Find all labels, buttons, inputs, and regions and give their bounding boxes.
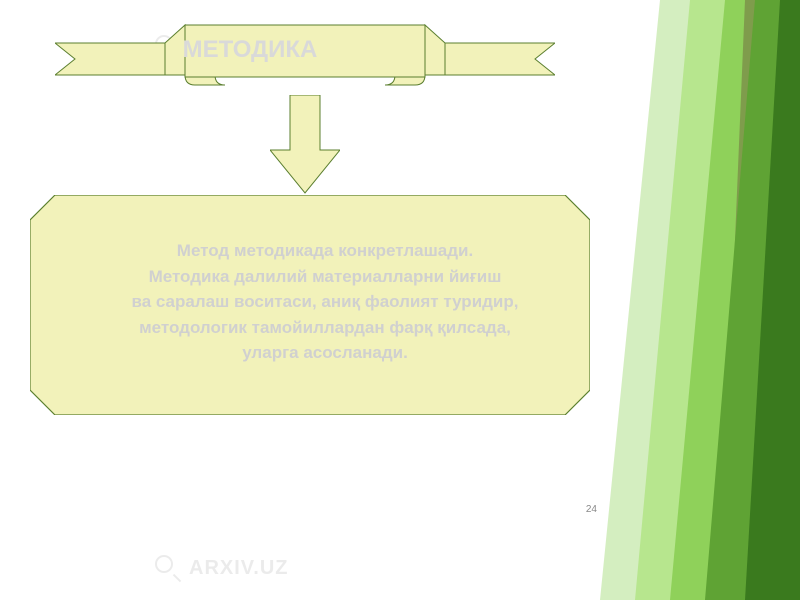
deco-poly-4	[720, 0, 800, 600]
content-line: уларга асосланади.	[25, 340, 625, 366]
content-text: Метод методикада конкретлашади. Методика…	[25, 238, 625, 366]
arrow-down-icon	[270, 95, 340, 195]
search-icon	[155, 555, 181, 581]
deco-poly-3	[670, 0, 800, 600]
deco-poly-5	[705, 0, 800, 600]
deco-poly-2	[635, 0, 800, 600]
banner-title: МЕТОДИКА	[0, 36, 500, 64]
deco-poly-6	[745, 0, 800, 600]
page-number: 24	[586, 504, 597, 515]
content-line: методологик тамойиллардан фарқ қилсада,	[25, 315, 625, 341]
content-line: Методика далилий материалларни йиғиш	[25, 264, 625, 290]
content-line: Метод методикада конкретлашади.	[25, 238, 625, 264]
content-line: ва саралаш воситаси, аниқ фаолият туриди…	[25, 289, 625, 315]
deco-poly-1	[600, 0, 800, 600]
watermark-text: ARXIV.UZ	[189, 557, 289, 580]
watermark-4: ARXIV.UZ	[155, 555, 289, 581]
